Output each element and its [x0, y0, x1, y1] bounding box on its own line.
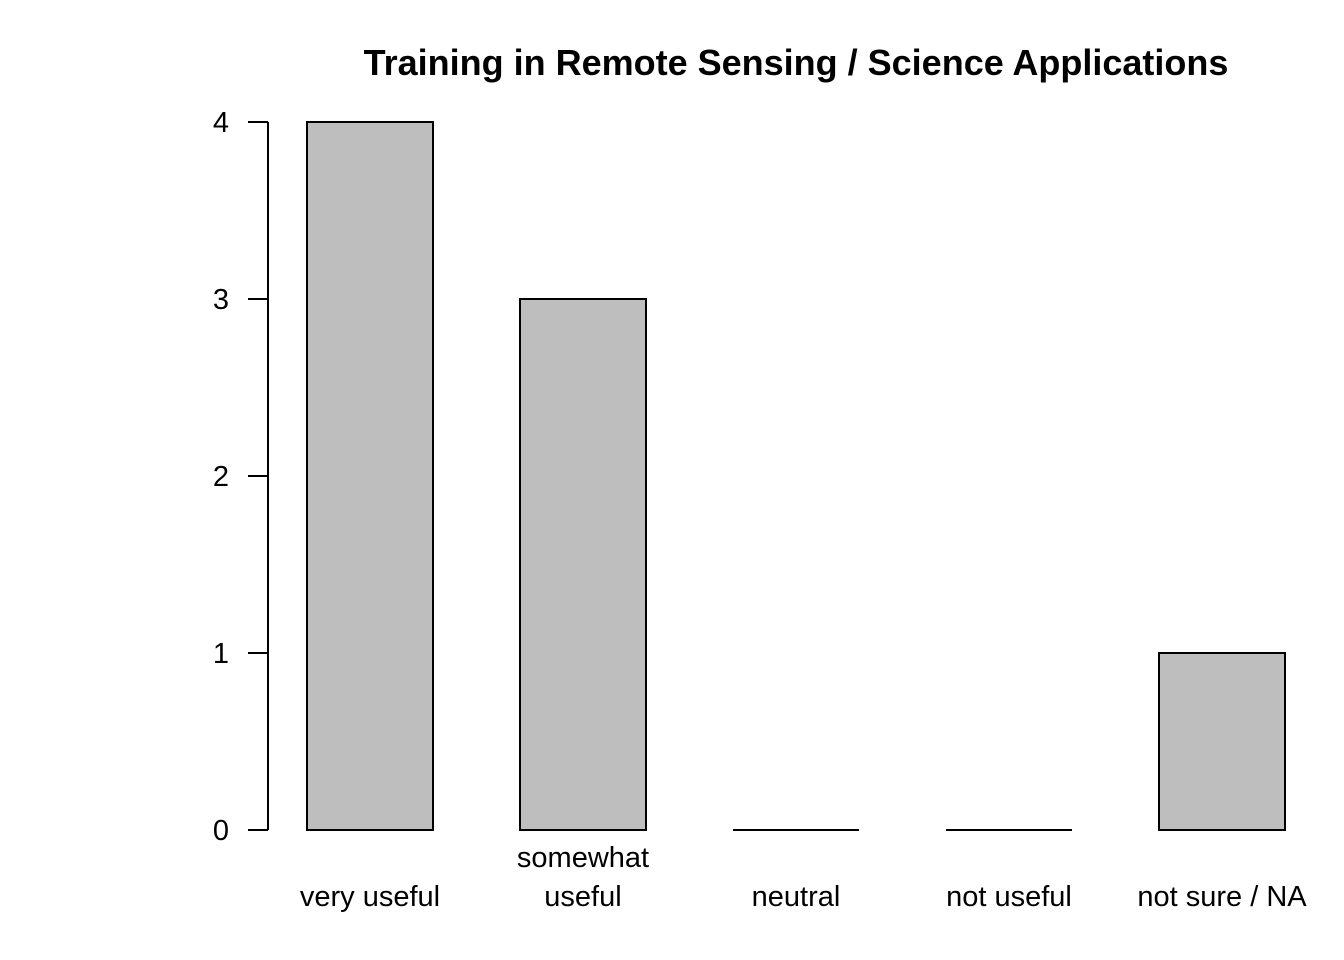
y-tick-label: 0	[213, 815, 229, 847]
y-tick-label: 3	[213, 284, 229, 316]
y-axis: 0 1 2 3 4	[213, 107, 269, 847]
y-tick-label: 2	[213, 461, 229, 493]
x-category-label: neutral	[752, 881, 841, 913]
x-category-label: very useful	[300, 881, 440, 913]
chart-title: Training in Remote Sensing / Science App…	[364, 42, 1229, 83]
bar	[1158, 652, 1286, 831]
x-category-label: not sure / NA	[1137, 881, 1307, 913]
x-category-label: not useful	[946, 881, 1072, 913]
bars-group	[306, 121, 1286, 831]
y-tick-label: 1	[213, 638, 229, 670]
x-category-label: useful	[544, 881, 621, 913]
bar	[519, 298, 647, 831]
x-axis-labels: very useful somewhat useful neutral not usef…	[300, 842, 1307, 913]
bar	[306, 121, 434, 831]
y-tick-label: 4	[213, 107, 229, 139]
x-category-label: somewhat	[517, 842, 649, 874]
